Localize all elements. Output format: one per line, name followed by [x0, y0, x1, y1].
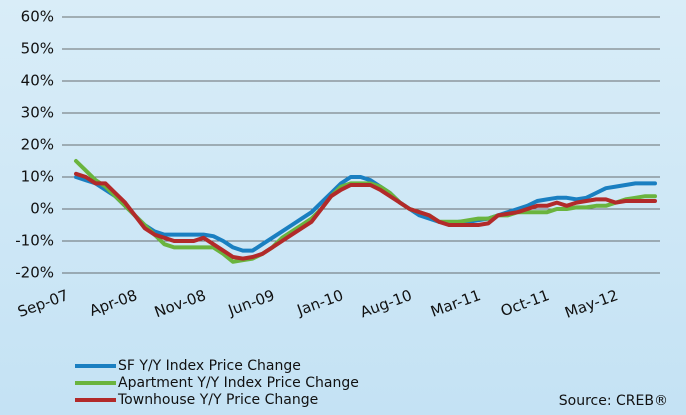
series-line	[74, 175, 657, 253]
legend-label: Apartment Y/Y Index Price Change	[118, 375, 359, 391]
y-tick-label: -20%	[15, 264, 54, 282]
source-note: Source: CREB®	[559, 393, 668, 409]
series-line	[74, 171, 657, 261]
y-tick-label: -10%	[15, 232, 54, 250]
y-tick-label: 0%	[30, 200, 54, 218]
y-tick-label: 20%	[21, 136, 54, 154]
legend-label: Townhouse Y/Y Price Change	[117, 392, 318, 408]
y-tick-label: 50%	[21, 40, 54, 58]
y-tick-label: 10%	[21, 168, 54, 186]
y-tick-label: 40%	[21, 72, 54, 90]
legend-label: SF Y/Y Index Price Change	[118, 358, 301, 374]
y-tick-label: 30%	[21, 104, 54, 122]
y-tick-label: 60%	[21, 8, 54, 26]
